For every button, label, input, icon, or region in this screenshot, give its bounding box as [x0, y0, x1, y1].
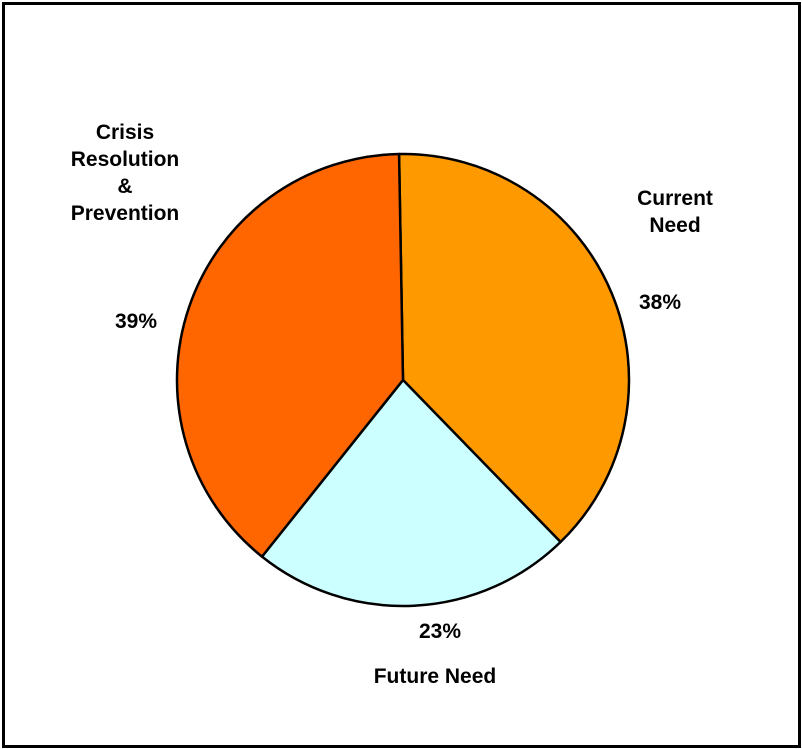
label-future-need-line1: Future Need [373, 665, 497, 688]
value-current-need: 38% [638, 291, 682, 314]
label-crisis-line2: Resolution [70, 148, 180, 171]
label-future-need: Future Need [330, 663, 540, 690]
pie-slice-current-need [397, 152, 631, 544]
value-future-need: 23% [418, 620, 462, 643]
label-crisis-resolution-prevention: Crisis Resolution & Prevention [45, 119, 205, 227]
label-current-need: Current Need [610, 185, 740, 239]
label-current-need-line2: Need [649, 214, 701, 237]
label-crisis-line4: Prevention [70, 202, 180, 225]
pie-slice-crisis-resolution-prevention [175, 152, 405, 558]
label-crisis-line3: & [117, 175, 133, 198]
value-crisis-resolution-prevention: 39% [114, 310, 158, 333]
label-crisis-line1: Crisis [95, 121, 155, 144]
pie-slice-future-need [260, 378, 562, 608]
label-current-need-line1: Current [637, 187, 713, 210]
